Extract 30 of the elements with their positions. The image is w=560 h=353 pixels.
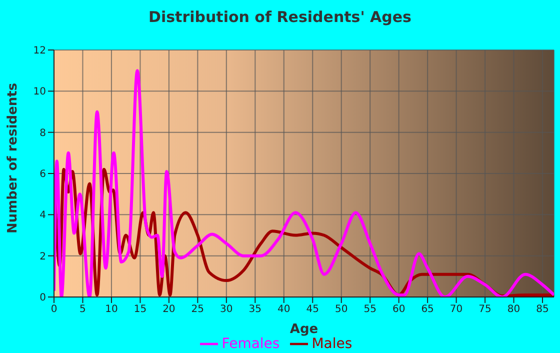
legend-label: Females bbox=[222, 336, 280, 352]
y-tick-label: 2 bbox=[40, 251, 46, 262]
x-tick-label: 0 bbox=[50, 304, 58, 316]
x-axis-title: Age bbox=[290, 322, 318, 337]
x-tick-label: 20 bbox=[162, 304, 176, 316]
x-tick-label: 50 bbox=[334, 304, 348, 316]
x-tick-label: 55 bbox=[364, 304, 376, 316]
y-tick-label: 0 bbox=[40, 292, 46, 304]
y-tick-label: 6 bbox=[40, 169, 46, 180]
x-tick-label: 35 bbox=[248, 304, 262, 316]
x-tick-label: 80 bbox=[507, 304, 520, 316]
x-tick-label: 70 bbox=[450, 304, 463, 316]
x-tick-label: 40 bbox=[278, 304, 290, 316]
y-tick-label: 10 bbox=[33, 86, 46, 98]
x-tick-label: 75 bbox=[478, 304, 492, 316]
y-tick-label: 4 bbox=[40, 210, 46, 222]
x-tick-label: 85 bbox=[536, 304, 549, 316]
x-tick-label: 10 bbox=[105, 304, 118, 316]
x-tick-label: 60 bbox=[392, 304, 406, 316]
legend-label: Males bbox=[312, 336, 352, 352]
x-tick-label: 45 bbox=[306, 304, 319, 316]
x-tick-label: 5 bbox=[80, 304, 86, 316]
x-tick-label: 65 bbox=[421, 304, 434, 316]
chart-title: Distribution of Residents' Ages bbox=[148, 8, 412, 26]
y-tick-label: 12 bbox=[33, 46, 46, 57]
x-tick-label: 30 bbox=[220, 304, 233, 316]
x-tick-label: 15 bbox=[134, 304, 147, 316]
y-axis-title: Number of residents bbox=[6, 82, 21, 234]
x-tick-label: 25 bbox=[191, 304, 204, 316]
y-tick-label: 8 bbox=[40, 128, 46, 139]
